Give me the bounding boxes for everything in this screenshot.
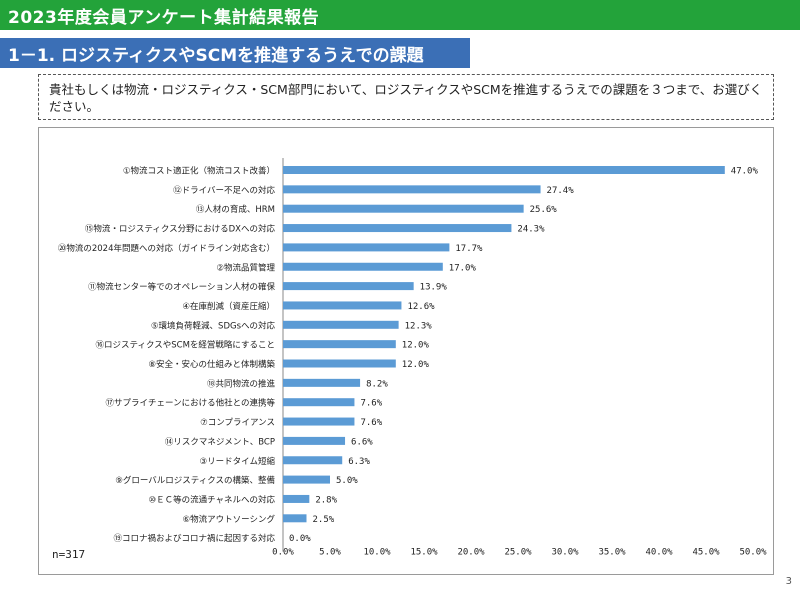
data-label: 7.6% (360, 418, 382, 428)
data-label: 6.6% (351, 437, 373, 447)
question-box: 貴社もしくは物流・ロジスティクス・SCM部門において、ロジスティクスやSCMを推… (38, 74, 774, 120)
bar (283, 185, 541, 194)
bar-chart: ①物流コスト適正化（物流コスト改善） 47.0% ⑫ドライバー不足への対応 27.4%… (58, 158, 767, 558)
category-label: ⑭リスクマネジメント、BCP (165, 437, 275, 447)
data-label: 12.3% (405, 321, 433, 331)
bar (283, 320, 399, 329)
bar (283, 417, 355, 426)
x-tick-label: 30.0% (551, 548, 579, 558)
chart-frame: ①物流コスト適正化（物流コスト改善） 47.0% ⑫ドライバー不足への対応 27.4%… (38, 127, 774, 575)
category-label: ⑫ドライバー不足への対応 (173, 185, 275, 196)
bar (283, 243, 450, 252)
bar (283, 436, 346, 445)
bar (283, 378, 361, 387)
x-tick-label: 20.0% (457, 548, 485, 558)
data-label: 5.0% (336, 476, 358, 486)
category-label: ⑱共同物流の推進 (207, 378, 276, 389)
section-header: 1－1. ロジスティクスやSCMを推進するうえでの課題 (0, 38, 470, 68)
category-label: ⑤環境負荷軽減、SDGsへの対応 (151, 320, 276, 331)
x-tick-label: 25.0% (504, 548, 532, 558)
data-label: 2.5% (313, 515, 335, 525)
sample-size-label: n=317 (52, 548, 86, 561)
x-tick-label: 0.0% (272, 548, 294, 558)
category-label: ①物流コスト適正化（物流コスト改善） (123, 166, 275, 177)
category-label: ⑩ＥＣ等の流通チャネルへの対応 (148, 494, 275, 505)
data-label: 7.6% (360, 399, 382, 409)
category-label: ②物流品質管理 (216, 262, 275, 273)
bar (283, 456, 343, 465)
bar (283, 224, 512, 233)
x-tick-label: 50.0% (739, 548, 767, 558)
data-label: 12.6% (407, 302, 435, 312)
bar (283, 204, 524, 213)
category-label: ⑧安全・安心の仕組みと体制構築 (148, 359, 275, 370)
x-tick-label: 35.0% (598, 548, 626, 558)
header-banner: 2023年度会員アンケート集計結果報告 (0, 0, 800, 30)
section-title: 1－1. ロジスティクスやSCMを推進するうえでの課題 (8, 46, 424, 66)
category-label: ⑮物流・ロジスティクス分野におけるDXへの対応 (85, 224, 276, 235)
category-label: ④在庫削減（資産圧縮） (182, 301, 275, 312)
x-tick-label: 45.0% (692, 548, 720, 558)
data-label: 17.7% (455, 244, 483, 254)
data-label: 2.8% (315, 495, 337, 505)
data-label: 0.0% (289, 534, 311, 544)
category-label: ③リードタイム短縮 (200, 456, 276, 467)
data-label: 27.4% (547, 186, 575, 196)
bar (283, 494, 310, 503)
category-label: ⑪物流センター等でのオペレーション人材の確保 (88, 282, 275, 293)
bar (283, 340, 396, 349)
category-label: ⑥物流アウトソーシング (183, 514, 276, 525)
page-number: 3 (785, 576, 792, 587)
bar (283, 262, 443, 271)
data-label: 47.0% (731, 167, 759, 177)
x-tick-label: 15.0% (410, 548, 438, 558)
category-label: ⑨グローバルロジスティクスの構築、整備 (115, 475, 275, 486)
bar (283, 475, 330, 484)
data-label: 6.3% (348, 457, 370, 467)
data-label: 12.0% (402, 341, 430, 351)
category-label: ⑦コンプライアンス (200, 418, 275, 428)
data-label: 17.0% (449, 263, 477, 273)
x-tick-label: 5.0% (319, 548, 341, 558)
bar (283, 282, 414, 291)
category-label: ⑯ロジスティクスやSCMを経営戦略にすること (96, 340, 276, 351)
x-tick-label: 40.0% (645, 548, 673, 558)
bar (283, 301, 402, 310)
report-title: 2023年度会員アンケート集計結果報告 (8, 8, 320, 28)
bar (283, 359, 396, 368)
data-label: 24.3% (517, 225, 545, 235)
bar (283, 166, 725, 174)
category-label: ⑬人材の育成、HRM (196, 204, 275, 215)
category-label: ⑰サプライチェーンにおける他社との連携等 (106, 398, 276, 409)
bar (283, 398, 355, 407)
data-label: 12.0% (402, 360, 430, 370)
data-label: 25.6% (530, 205, 558, 215)
question-text: 貴社もしくは物流・ロジスティクス・SCM部門において、ロジスティクスやSCMを推… (49, 82, 763, 114)
data-label: 8.2% (366, 379, 388, 389)
data-label: 13.9% (420, 283, 448, 293)
x-tick-label: 10.0% (363, 548, 391, 558)
category-label: ⑳物流の2024年問題への対応（ガイドライン対応含む） (58, 243, 275, 254)
bar (283, 514, 307, 523)
category-label: ⑲コロナ禍およびコロナ禍に起因する対応 (113, 533, 275, 544)
